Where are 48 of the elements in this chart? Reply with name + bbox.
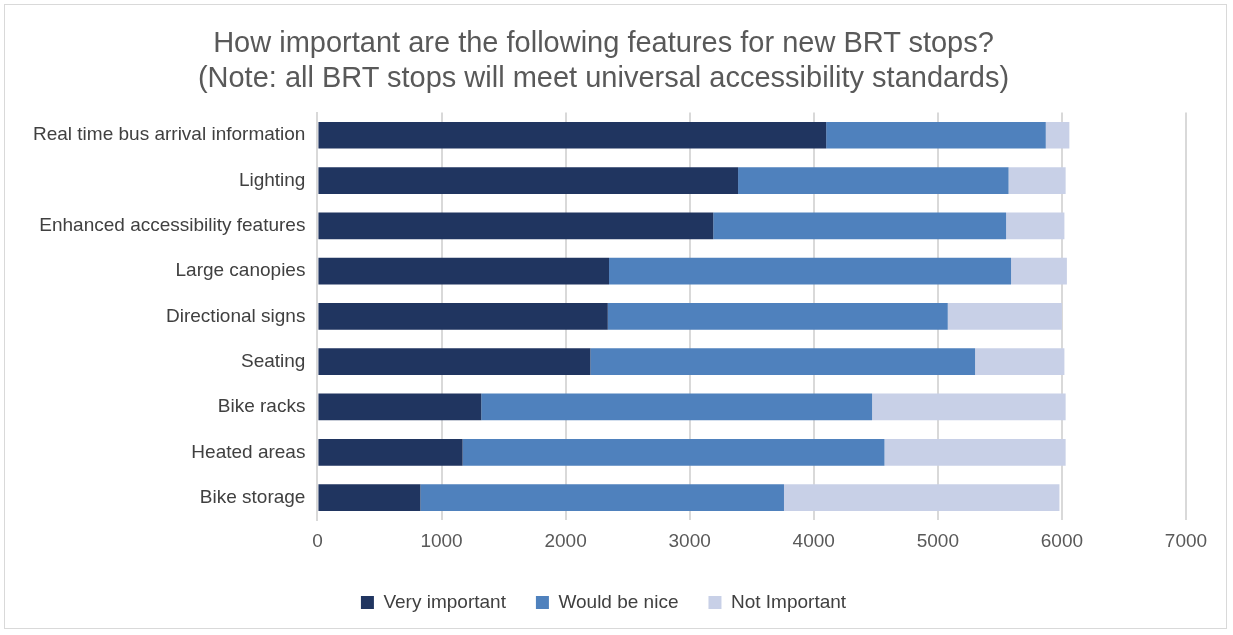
bar <box>318 121 827 149</box>
bar <box>607 303 948 330</box>
bar <box>420 484 784 511</box>
x-tick-label: 6000 <box>1040 529 1084 551</box>
bar <box>318 438 463 466</box>
bar <box>975 348 1065 376</box>
x-tick-label: 0 <box>312 529 323 551</box>
y-tick-label: Bike storage <box>199 485 306 507</box>
bar <box>318 303 608 330</box>
bar <box>318 257 610 285</box>
bar <box>826 121 1046 149</box>
legend-label: Not Important <box>730 590 847 612</box>
y-tick-label: Heated areas <box>191 440 306 462</box>
bar <box>481 393 873 421</box>
bar <box>1006 212 1065 240</box>
bar <box>872 393 1066 421</box>
x-tick-label: 1000 <box>420 529 463 551</box>
bar <box>462 438 885 466</box>
x-tick-label: 7000 <box>1164 529 1208 551</box>
bar <box>713 212 1007 240</box>
x-tick-label: 4000 <box>792 529 835 551</box>
bar <box>947 303 1062 330</box>
bar <box>590 348 976 376</box>
bar <box>318 167 739 194</box>
x-tick-label: 5000 <box>916 529 959 551</box>
y-tick-label: Enhanced accessibility features <box>39 214 306 236</box>
y-tick-label: Lighting <box>238 168 306 190</box>
bar <box>1008 167 1066 194</box>
bar <box>318 212 714 240</box>
y-tick-label: Directional signs <box>166 304 306 326</box>
bar <box>318 348 591 376</box>
bar <box>884 438 1066 466</box>
bar <box>609 257 1012 285</box>
y-tick-label: Large canopies <box>175 259 306 281</box>
bar <box>783 484 1060 511</box>
legend-label: Would be nice <box>558 590 679 612</box>
x-tick-label: 2000 <box>544 529 587 551</box>
bar <box>738 167 1009 194</box>
chart-title: How important are the following features for new BRT stops? (Note: all BRT stops will meet universal accessibility standards) <box>197 26 1010 94</box>
legend-label: Very important <box>383 590 507 612</box>
bar <box>1011 257 1067 285</box>
y-tick-label: Seating <box>240 349 306 371</box>
bar <box>318 393 482 421</box>
bar <box>1045 121 1070 149</box>
y-tick-label: Real time bus arrival information <box>32 123 306 145</box>
bar <box>318 484 421 511</box>
y-tick-label: Bike racks <box>217 395 306 417</box>
x-tick-label: 3000 <box>668 529 711 551</box>
